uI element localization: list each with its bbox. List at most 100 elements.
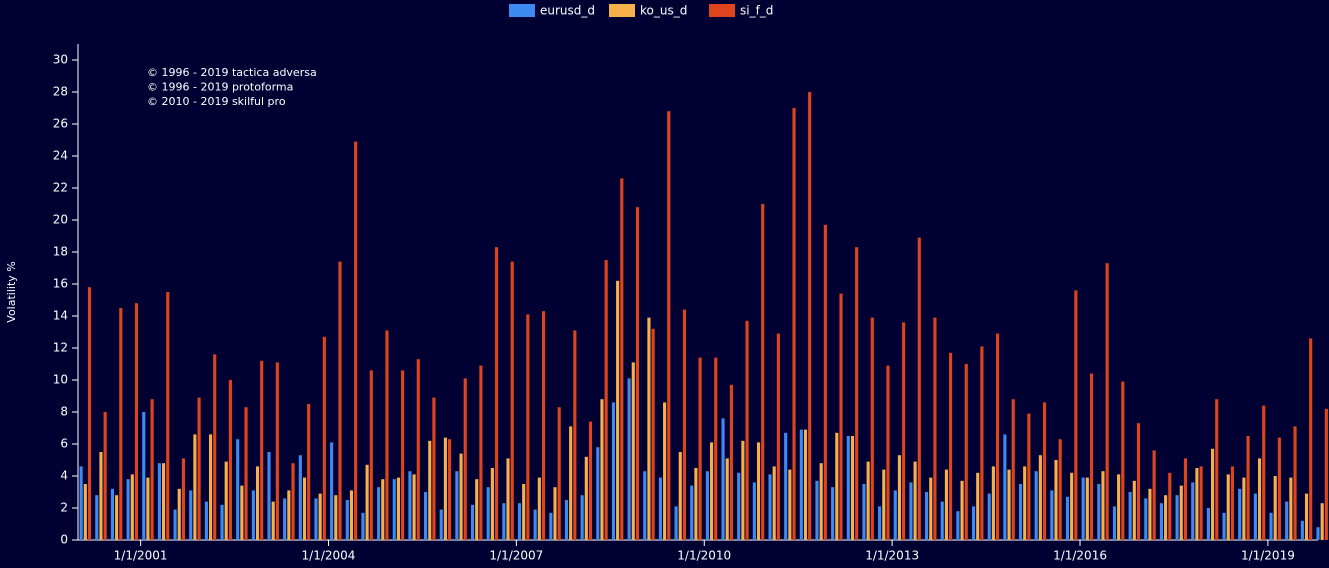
bar — [236, 439, 240, 540]
bar — [1175, 495, 1179, 540]
bar — [870, 317, 874, 540]
bar — [1038, 455, 1042, 540]
bar — [620, 178, 624, 540]
y-tick-label: 22 — [53, 181, 68, 195]
bar — [1042, 402, 1047, 540]
bar — [690, 485, 694, 540]
bar — [964, 364, 968, 540]
bar — [1293, 426, 1297, 540]
bar — [83, 484, 87, 540]
bar — [79, 466, 83, 540]
bar — [569, 426, 573, 540]
bar — [1183, 458, 1188, 540]
bar — [298, 455, 302, 540]
bar — [1003, 434, 1007, 540]
bar — [459, 453, 463, 540]
bar — [768, 474, 772, 540]
bar — [705, 471, 709, 540]
bar — [533, 509, 537, 540]
bar — [1112, 506, 1117, 540]
bar — [1023, 466, 1027, 540]
bar — [940, 501, 944, 540]
bar — [1007, 469, 1011, 540]
bar — [1285, 501, 1289, 540]
bar — [792, 108, 796, 540]
bar — [173, 509, 177, 540]
bar — [1300, 520, 1304, 540]
legend-swatch — [709, 4, 735, 17]
bar — [115, 495, 119, 540]
bar — [381, 479, 385, 540]
bar — [1242, 477, 1246, 540]
x-tick-label: 1/1/2013 — [865, 549, 919, 563]
bar — [502, 503, 506, 540]
bar — [815, 480, 819, 540]
legend-swatch — [609, 4, 635, 17]
bar — [611, 402, 616, 540]
bar — [580, 495, 584, 540]
bar — [1034, 471, 1038, 540]
bar — [130, 474, 134, 540]
bar — [428, 440, 432, 540]
bar — [1050, 490, 1054, 540]
bar — [698, 357, 702, 540]
x-tick-label: 1/1/2007 — [489, 549, 543, 563]
bar — [251, 490, 255, 540]
bar — [87, 287, 92, 540]
bar — [1132, 480, 1136, 540]
bar — [756, 442, 761, 540]
bar — [271, 501, 275, 540]
bar — [345, 500, 349, 540]
bar — [980, 346, 984, 540]
bar — [365, 464, 369, 540]
bar — [157, 463, 161, 540]
bar — [913, 461, 917, 540]
bar — [479, 365, 483, 540]
bar — [643, 471, 647, 540]
bar — [995, 333, 1000, 540]
bar — [557, 407, 561, 540]
bar — [95, 495, 99, 540]
bar — [1097, 484, 1101, 540]
bar — [401, 370, 405, 540]
bar — [177, 488, 181, 540]
bar — [463, 378, 467, 540]
bar — [439, 509, 443, 540]
bar — [991, 466, 995, 540]
bar — [443, 437, 447, 540]
bar — [1074, 290, 1078, 540]
bar — [893, 490, 897, 540]
y-tick-label: 28 — [53, 85, 68, 99]
bar — [424, 492, 428, 540]
y-tick-label: 30 — [53, 53, 68, 67]
bar — [866, 461, 870, 540]
bar — [682, 309, 686, 540]
bar — [553, 487, 557, 540]
bar — [674, 506, 678, 540]
bar — [1273, 476, 1277, 540]
bar — [917, 237, 921, 540]
bar — [678, 452, 682, 540]
bar — [839, 293, 843, 540]
bar — [1253, 493, 1257, 540]
bar — [752, 482, 756, 540]
bar — [369, 370, 373, 540]
bar — [189, 490, 193, 540]
bar — [506, 458, 510, 540]
bar — [976, 472, 980, 540]
bar — [197, 397, 201, 540]
bar — [412, 474, 416, 540]
bar — [110, 488, 115, 540]
bar — [494, 247, 499, 540]
bar — [1179, 485, 1183, 540]
bar — [776, 333, 780, 540]
bar — [956, 511, 960, 540]
bar — [862, 484, 866, 540]
bar — [929, 477, 933, 540]
y-tick-label: 26 — [53, 117, 68, 131]
bar — [322, 336, 326, 540]
bar — [103, 412, 107, 540]
bar — [1230, 466, 1234, 540]
bar — [455, 471, 459, 540]
bar — [510, 261, 514, 540]
